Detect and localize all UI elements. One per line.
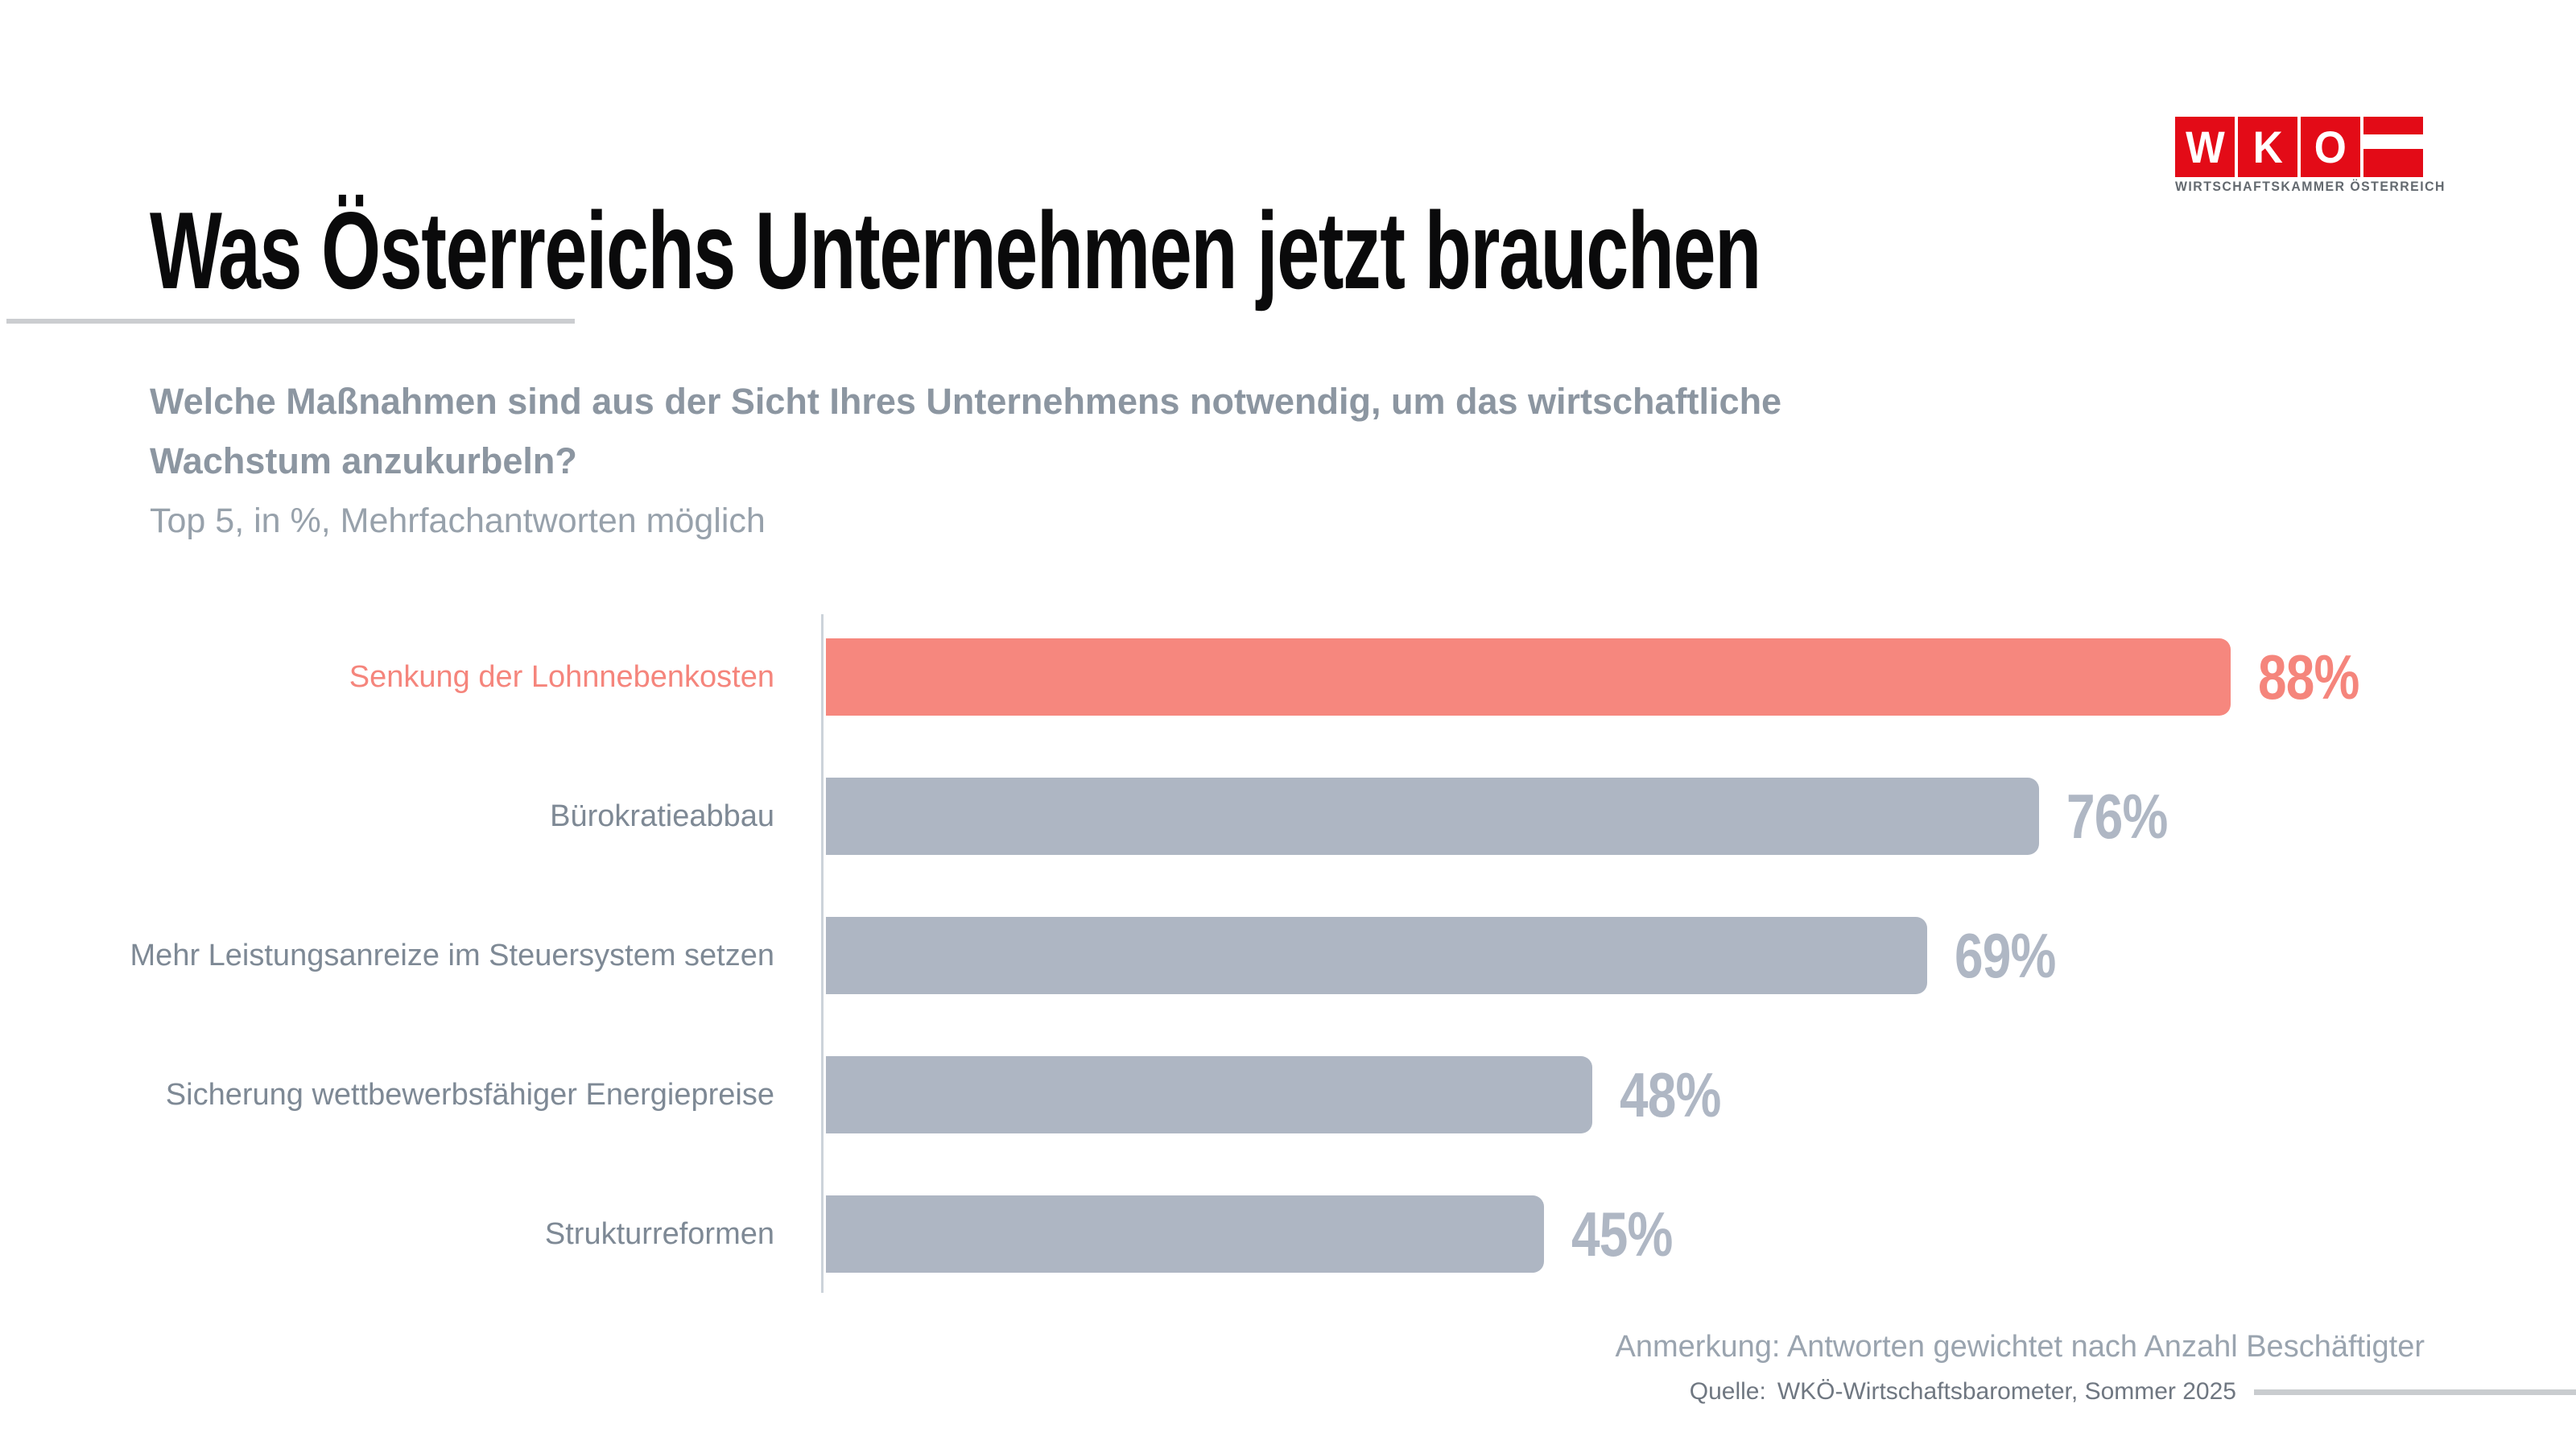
flag-stripe-red <box>2363 149 2423 177</box>
logo-letter-w: W <box>2185 121 2225 172</box>
bar <box>826 778 2039 855</box>
page-title: Was Österreichs Unternehmen jetzt brauch… <box>150 189 1761 312</box>
bar-label: Sicherung wettbewerbsfähiger Energieprei… <box>165 1077 774 1112</box>
flag-stripe-red <box>2363 117 2423 134</box>
bar-label: Mehr Leistungsanreize im Steuersystem se… <box>130 938 774 972</box>
source-text: WKÖ-Wirtschaftsbarometer, Sommer 2025 <box>1777 1378 2236 1405</box>
survey-question-line-2: Wachstum anzukurbeln? <box>150 440 577 481</box>
bar <box>826 638 2231 716</box>
bar-value: 45% <box>1571 1198 1673 1269</box>
bar <box>826 1195 1544 1273</box>
bar <box>826 1056 1592 1133</box>
title-underline <box>6 319 575 324</box>
austria-flag-icon <box>2363 117 2423 177</box>
footer-divider-line <box>2254 1389 2576 1395</box>
logo-letter-o: O <box>2314 121 2347 172</box>
logo-caption: WIRTSCHAFTSKAMMER ÖSTERREICH <box>2175 179 2446 194</box>
source-label: Quelle: <box>1689 1378 1766 1405</box>
survey-question-line-1: Welche Maßnahmen sind aus der Sicht Ihre… <box>150 381 1782 422</box>
y-axis-line <box>821 614 824 1293</box>
bar-label: Senkung der Lohnnebenkosten <box>349 659 774 694</box>
bar-value: 48% <box>1620 1059 1721 1130</box>
bar <box>826 917 1927 994</box>
logo-square-k: K <box>2238 117 2297 177</box>
bar-label: Strukturreformen <box>544 1216 774 1251</box>
chart-note: Top 5, in %, Mehrfachantworten möglich <box>150 502 766 540</box>
logo-letter-k: K <box>2252 121 2283 172</box>
bar-value: 88% <box>2258 641 2359 712</box>
wko-logo: W K O <box>2175 117 2423 177</box>
bar-label: Bürokratieabbau <box>550 799 774 833</box>
logo-square-w: W <box>2175 117 2235 177</box>
bar-value: 69% <box>1955 919 2056 991</box>
bar-value: 76% <box>2066 780 2168 852</box>
flag-stripe-white <box>2363 134 2423 149</box>
footer-annotation: Anmerkung: Antworten gewichtet nach Anza… <box>1615 1330 2425 1364</box>
footer-source: Quelle: WKÖ-Wirtschaftsbarometer, Sommer … <box>1690 1378 2236 1406</box>
logo-square-o: O <box>2301 117 2360 177</box>
subtitle-block: Welche Maßnahmen sind aus der Sicht Ihre… <box>150 372 2162 551</box>
